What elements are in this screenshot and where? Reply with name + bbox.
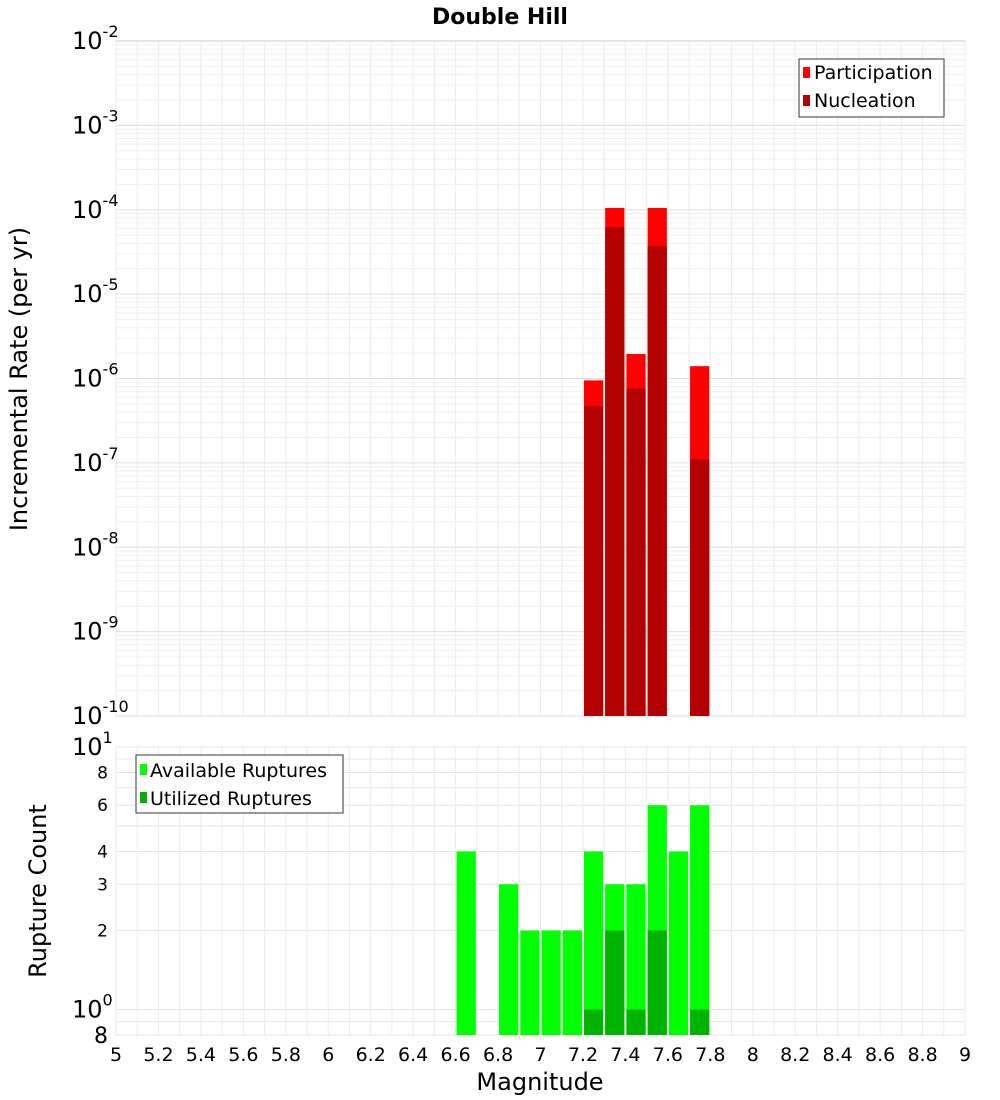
x-tick-label: 5.4 xyxy=(186,1044,216,1066)
top-y-tick-label: 10-7 xyxy=(72,444,119,477)
bottom-legend-box xyxy=(135,754,344,814)
legend-swatch-available xyxy=(140,764,147,775)
x-tick-label: 8.2 xyxy=(780,1044,810,1066)
x-tick-label: 7 xyxy=(534,1044,546,1066)
legend-swatch-participation xyxy=(803,67,810,78)
nucleation-bar xyxy=(690,459,710,716)
utilized-ruptures-bar xyxy=(690,1009,710,1035)
bottom-y-tick-label: 101 xyxy=(72,728,113,761)
x-tick-label: 7.8 xyxy=(695,1044,725,1066)
x-tick-label: 7.6 xyxy=(653,1044,683,1066)
x-tick-label: 7.2 xyxy=(568,1044,598,1066)
bottom-y-tick-label: 8 xyxy=(94,1024,108,1049)
nucleation-bar xyxy=(605,227,625,716)
bottom-y-tick-label: 2 xyxy=(97,922,108,942)
legend-label-available: Available Ruptures xyxy=(150,760,327,782)
utilized-ruptures-bar xyxy=(626,1009,646,1035)
top-y-tick-label: 10-6 xyxy=(72,360,119,393)
x-tick-label: 8.4 xyxy=(823,1044,853,1066)
top-y-tick-label: 10-3 xyxy=(72,106,119,139)
x-tick-label: 6.6 xyxy=(440,1044,470,1066)
bottom-y-tick-label: 3 xyxy=(97,875,108,895)
available-ruptures-bar xyxy=(456,851,476,1035)
bottom-y-tick-label: 6 xyxy=(97,796,108,816)
top-y-tick-labels: 10-2 10-3 10-4 10-5 10-6 10-7 10-8 10-9 10-10 xyxy=(72,22,129,730)
available-ruptures-bar xyxy=(562,930,582,1035)
x-tick-label: 7.4 xyxy=(610,1044,640,1066)
top-y-tick-label: 10-10 xyxy=(72,697,129,730)
legend-swatch-nucleation xyxy=(803,95,810,106)
top-legend: Participation Nucleation xyxy=(798,58,945,118)
top-y-tick-label: 10-2 xyxy=(72,22,119,55)
top-legend-box xyxy=(798,58,945,118)
top-y-tick-label: 10-8 xyxy=(72,528,119,561)
x-tick-labels: 5 5.2 5.4 5.6 5.8 6 6.2 6.4 6.6 6.8 7 7.2 7.4 7.6 7.8 8… xyxy=(110,1044,971,1066)
x-tick-label: 8.8 xyxy=(907,1044,937,1066)
utilized-ruptures-bar xyxy=(605,930,625,1035)
nucleation-bar xyxy=(626,388,646,716)
available-ruptures-bar xyxy=(668,851,689,1035)
x-tick-label: 5.6 xyxy=(228,1044,258,1066)
bottom-gridlines xyxy=(115,746,966,1036)
legend-swatch-utilized xyxy=(140,792,147,803)
top-gridlines xyxy=(115,41,966,717)
bottom-legend: Available Ruptures Utilized Ruptures xyxy=(135,754,344,814)
legend-label-utilized: Utilized Ruptures xyxy=(150,788,312,810)
x-tick-label: 5 xyxy=(110,1044,122,1066)
utilized-ruptures-bar xyxy=(583,1009,604,1035)
available-ruptures-bar xyxy=(541,930,561,1035)
top-bars xyxy=(583,207,710,716)
x-tick-label: 5.8 xyxy=(271,1044,301,1066)
available-ruptures-bar xyxy=(499,884,519,1035)
nucleation-bar xyxy=(647,246,667,716)
x-tick-label: 8.6 xyxy=(865,1044,895,1066)
utilized-ruptures-bar xyxy=(647,930,667,1035)
nucleation-bar xyxy=(583,406,604,716)
bottom-bars xyxy=(456,805,710,1035)
legend-label-nucleation: Nucleation xyxy=(814,90,916,112)
x-tick-label: 5.2 xyxy=(143,1044,173,1066)
x-tick-label: 9 xyxy=(959,1044,971,1066)
bottom-y-axis-label: Rupture Count xyxy=(24,804,52,978)
top-plot: 10-2 10-3 10-4 10-5 10-6 10-7 10-8 10-9 10-10 In… xyxy=(5,22,966,730)
available-ruptures-bar xyxy=(626,884,646,1035)
bottom-y-tick-label: 100 xyxy=(72,991,113,1024)
x-tick-label: 6.4 xyxy=(398,1044,428,1066)
available-ruptures-bar xyxy=(690,805,710,1035)
x-tick-label: 6 xyxy=(322,1044,334,1066)
legend-label-participation: Participation xyxy=(814,62,933,84)
x-tick-label: 8 xyxy=(747,1044,759,1066)
chart-title: Double Hill xyxy=(432,5,568,30)
bottom-y-tick-label: 8 xyxy=(97,763,108,783)
bottom-y-tick-label: 4 xyxy=(97,842,108,862)
available-ruptures-bar xyxy=(583,851,604,1035)
top-y-tick-label: 10-4 xyxy=(72,191,119,224)
top-y-tick-label: 10-5 xyxy=(72,275,119,308)
available-ruptures-bar xyxy=(520,930,540,1035)
x-axis-label: Magnitude xyxy=(476,1068,603,1096)
x-tick-label: 6.2 xyxy=(356,1044,386,1066)
top-y-tick-label: 10-9 xyxy=(72,613,119,646)
x-tick-label: 6.8 xyxy=(483,1044,513,1066)
top-y-axis-label: Incremental Rate (per yr) xyxy=(5,227,33,531)
